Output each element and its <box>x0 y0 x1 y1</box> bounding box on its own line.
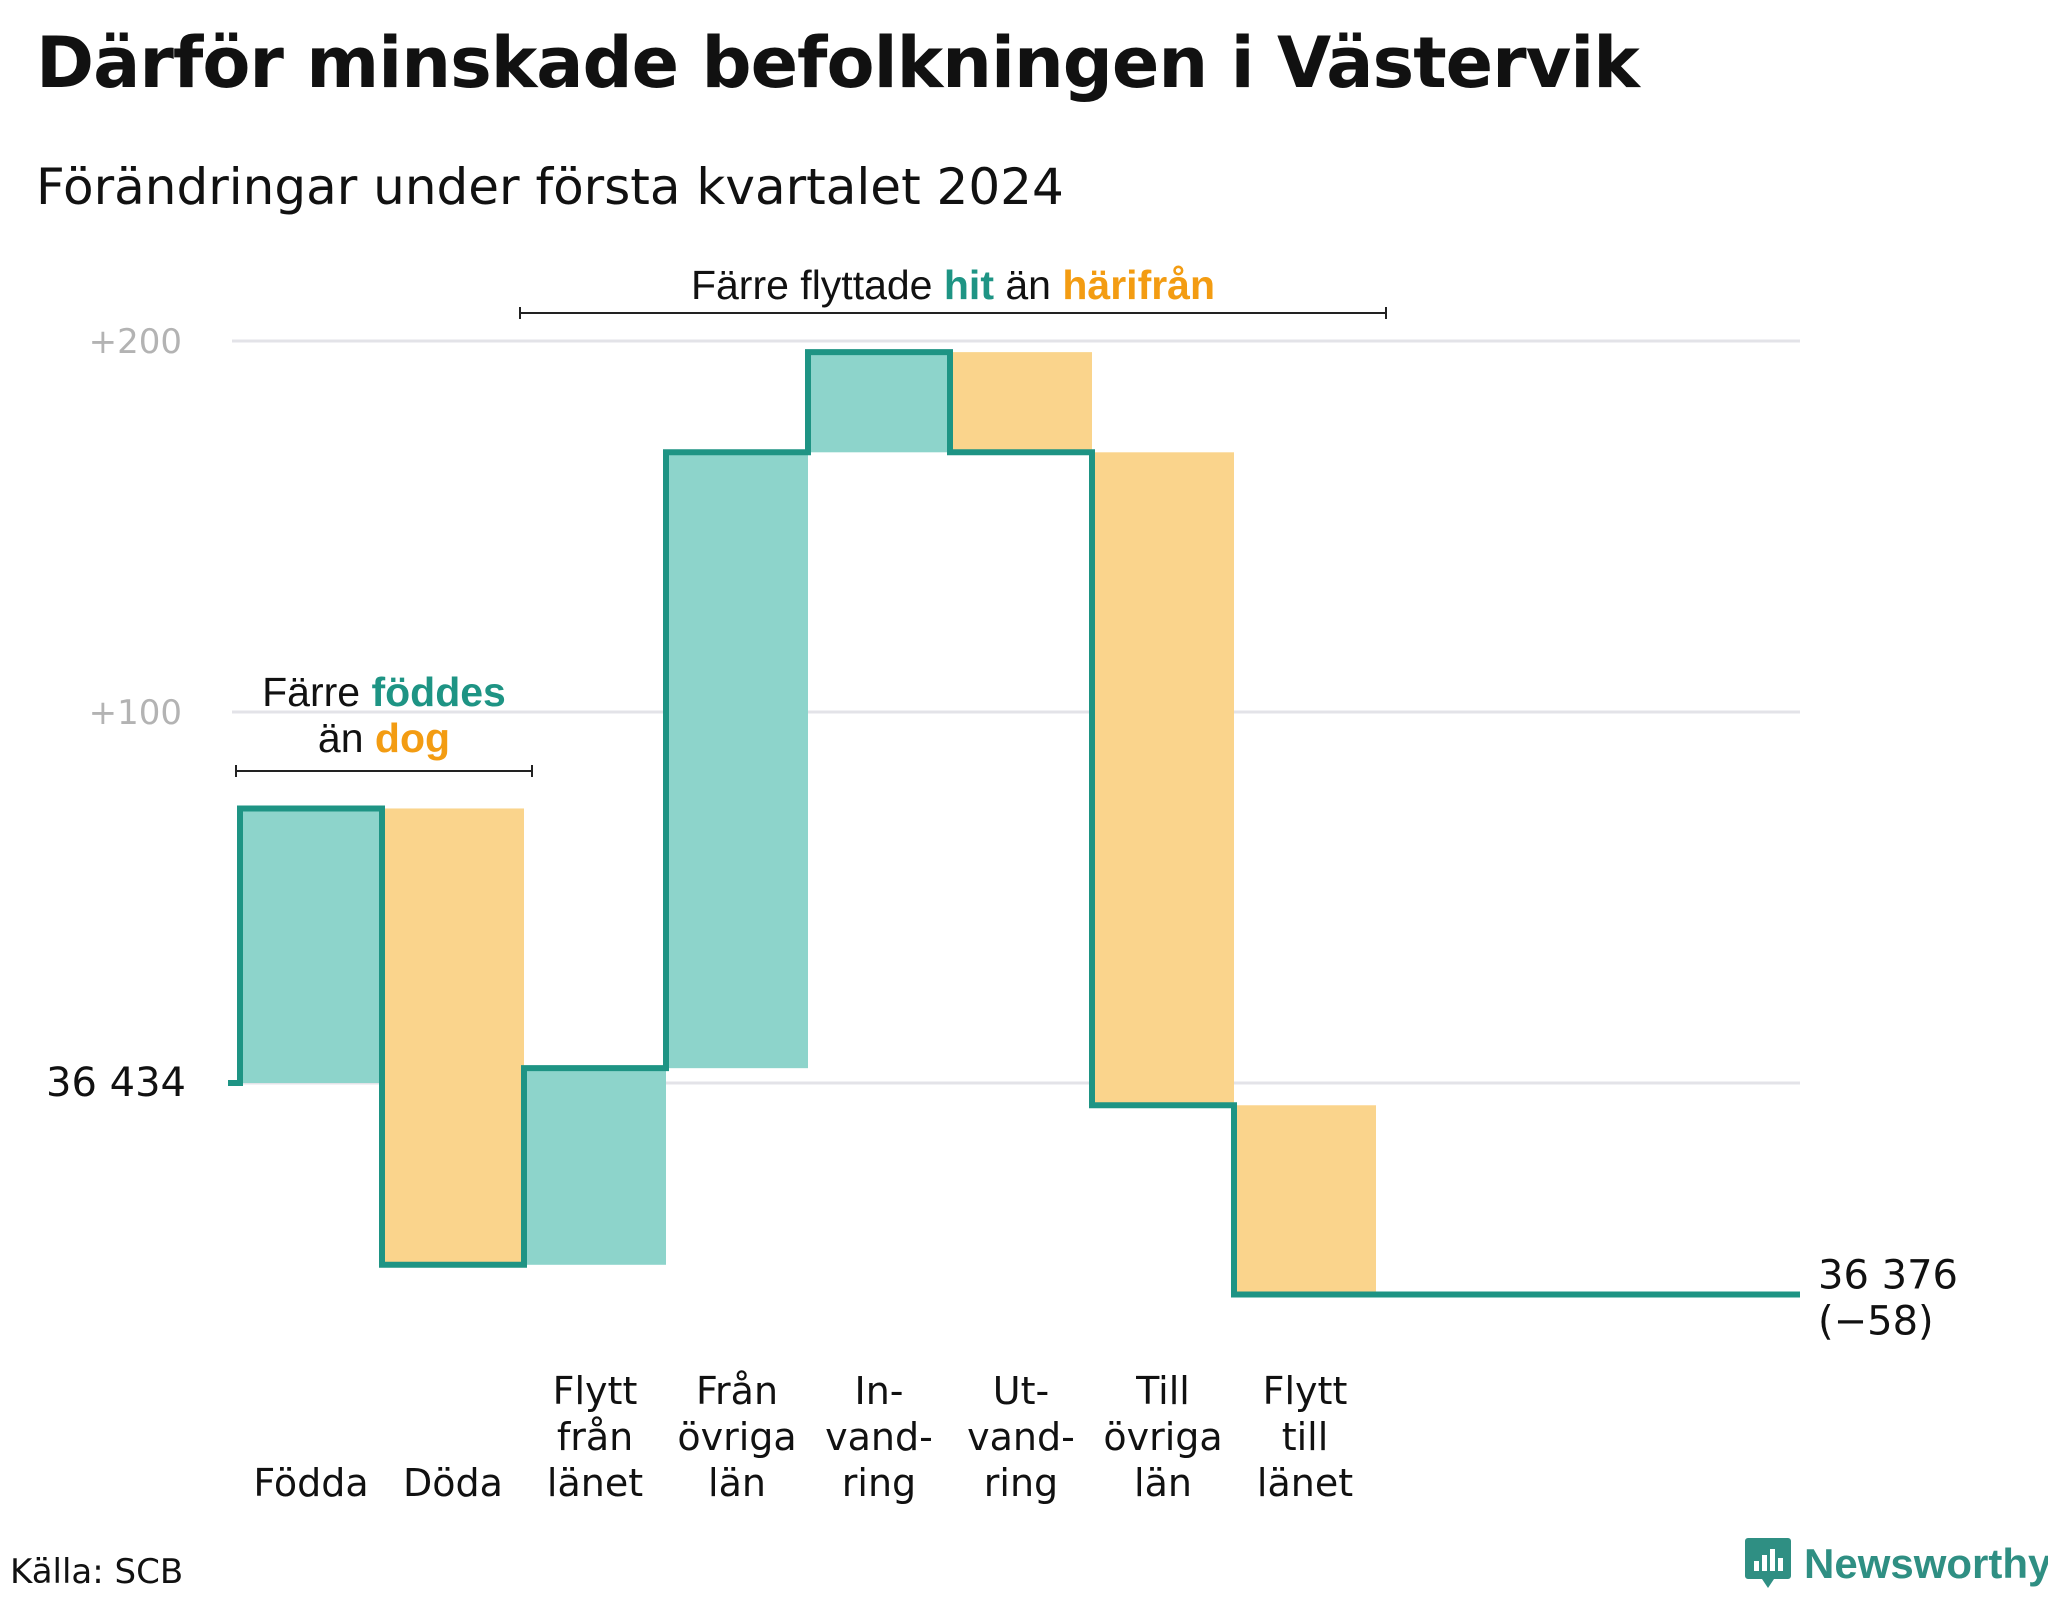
category-label: Döda <box>403 1461 503 1505</box>
category-label: Ut-vand-ring <box>967 1369 1075 1505</box>
y-tick-label: +200 <box>89 322 182 362</box>
brand-name: Newsworthy <box>1804 1540 2048 1587</box>
category-label: Flytt till länet <box>1257 1369 1353 1505</box>
waterfall-bar <box>524 1068 666 1265</box>
waterfall-bar <box>1234 1105 1376 1295</box>
annotation-births-deaths: Färre föddes <box>262 669 506 715</box>
category-label: Flytt från länet <box>547 1369 643 1505</box>
cumulative-step-line <box>228 349 1800 1298</box>
end-value-label: 36 376 (−58) <box>1818 1252 1958 1344</box>
newsworthy-logo: Newsworthy <box>1744 1536 2048 1592</box>
waterfall-bar <box>382 808 524 1265</box>
waterfall-bar <box>240 808 382 1083</box>
bar-chart-icon <box>1745 1538 1791 1588</box>
y-tick-label: +100 <box>89 693 182 733</box>
start-value-label: 36 434 <box>46 1060 186 1106</box>
category-label: Till övriga län <box>1103 1369 1222 1505</box>
waterfall-bar <box>808 352 950 453</box>
source-note: Källa: SCB <box>10 1552 184 1592</box>
category-label: In-vand-ring <box>825 1369 933 1505</box>
waterfall-bar <box>950 352 1092 453</box>
annotation-births-deaths-line2: än dog <box>318 715 450 761</box>
waterfall-bar <box>1092 452 1234 1106</box>
category-label: Från övriga län <box>677 1369 796 1505</box>
annotation-migration: Färre flyttade hit än härifrån <box>691 262 1215 308</box>
chart-subtitle: Förändringar under första kvartalet 2024 <box>36 158 1064 216</box>
waterfall-bar <box>666 452 808 1069</box>
category-label: Födda <box>253 1461 368 1505</box>
chart-title: Därför minskade befolkningen i Västervik <box>36 22 1640 104</box>
